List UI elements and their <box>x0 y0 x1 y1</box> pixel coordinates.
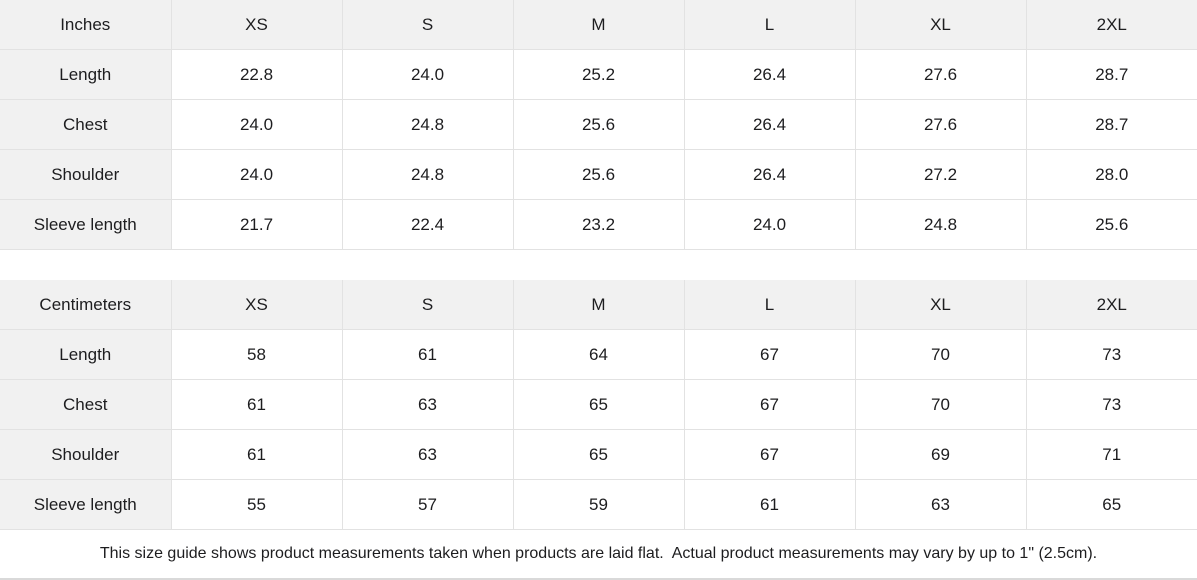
value-chest-s: 63 <box>341 379 514 430</box>
value-chest-xs: 61 <box>170 379 343 430</box>
value-shoulder-s: 63 <box>341 429 514 480</box>
value-shoulder-s: 24.8 <box>341 149 514 200</box>
column-header-m: M <box>512 280 685 330</box>
value-sleeve-length-l: 24.0 <box>683 199 856 250</box>
column-header-xs: XS <box>170 0 343 50</box>
size-table-inches: Inches XS S M L XL 2XL Length 22.8 24.0 25.2 26.4 27… <box>0 0 1197 250</box>
value-length-m: 64 <box>512 329 685 380</box>
value-length-2xl: 28.7 <box>1025 49 1197 100</box>
unit-header-centimeters: Centimeters <box>0 280 172 330</box>
size-guide-note: This size guide shows product measuremen… <box>0 530 1197 580</box>
value-sleeve-length-xs: 21.7 <box>170 199 343 250</box>
column-header-l: L <box>683 0 856 50</box>
value-shoulder-m: 25.6 <box>512 149 685 200</box>
value-sleeve-length-2xl: 65 <box>1025 479 1197 530</box>
unit-header-inches: Inches <box>0 0 172 50</box>
value-chest-s: 24.8 <box>341 99 514 150</box>
value-shoulder-2xl: 71 <box>1025 429 1197 480</box>
value-length-m: 25.2 <box>512 49 685 100</box>
value-chest-2xl: 73 <box>1025 379 1197 430</box>
header-row-centimeters: Centimeters XS S M L XL 2XL <box>0 280 1197 330</box>
value-length-xl: 70 <box>854 329 1027 380</box>
column-header-m: M <box>512 0 685 50</box>
value-chest-m: 25.6 <box>512 99 685 150</box>
column-header-xs: XS <box>170 280 343 330</box>
column-header-xl: XL <box>854 0 1027 50</box>
table-row-shoulder: Shoulder 61 63 65 67 69 71 <box>0 429 1197 480</box>
value-chest-l: 26.4 <box>683 99 856 150</box>
value-sleeve-length-s: 57 <box>341 479 514 530</box>
value-shoulder-2xl: 28.0 <box>1025 149 1197 200</box>
value-sleeve-length-2xl: 25.6 <box>1025 199 1197 250</box>
value-shoulder-xl: 27.2 <box>854 149 1027 200</box>
header-row-inches: Inches XS S M L XL 2XL <box>0 0 1197 50</box>
value-sleeve-length-m: 23.2 <box>512 199 685 250</box>
column-header-xl: XL <box>854 280 1027 330</box>
row-label-shoulder: Shoulder <box>0 149 172 200</box>
row-label-chest: Chest <box>0 379 172 430</box>
row-label-chest: Chest <box>0 99 172 150</box>
value-length-2xl: 73 <box>1025 329 1197 380</box>
row-label-sleeve-length: Sleeve length <box>0 199 172 250</box>
value-length-s: 61 <box>341 329 514 380</box>
column-header-s: S <box>341 280 514 330</box>
value-sleeve-length-xl: 63 <box>854 479 1027 530</box>
value-length-l: 26.4 <box>683 49 856 100</box>
value-chest-xl: 27.6 <box>854 99 1027 150</box>
table-row-length: Length 22.8 24.0 25.2 26.4 27.6 28.7 <box>0 49 1197 100</box>
row-label-sleeve-length: Sleeve length <box>0 479 172 530</box>
column-header-2xl: 2XL <box>1025 280 1197 330</box>
value-shoulder-xs: 61 <box>170 429 343 480</box>
value-shoulder-l: 26.4 <box>683 149 856 200</box>
value-sleeve-length-xs: 55 <box>170 479 343 530</box>
size-table-centimeters: Centimeters XS S M L XL 2XL Length 58 61 64 67 70 73 C… <box>0 280 1197 530</box>
row-label-shoulder: Shoulder <box>0 429 172 480</box>
value-chest-l: 67 <box>683 379 856 430</box>
value-chest-xs: 24.0 <box>170 99 343 150</box>
value-shoulder-xl: 69 <box>854 429 1027 480</box>
value-length-xs: 58 <box>170 329 343 380</box>
table-row-shoulder: Shoulder 24.0 24.8 25.6 26.4 27.2 28.0 <box>0 149 1197 200</box>
row-label-length: Length <box>0 49 172 100</box>
value-shoulder-xs: 24.0 <box>170 149 343 200</box>
value-chest-m: 65 <box>512 379 685 430</box>
value-length-l: 67 <box>683 329 856 380</box>
row-label-length: Length <box>0 329 172 380</box>
value-sleeve-length-m: 59 <box>512 479 685 530</box>
value-length-s: 24.0 <box>341 49 514 100</box>
table-row-length: Length 58 61 64 67 70 73 <box>0 329 1197 380</box>
table-row-sleeve-length: Sleeve length 55 57 59 61 63 65 <box>0 479 1197 530</box>
value-sleeve-length-s: 22.4 <box>341 199 514 250</box>
value-chest-2xl: 28.7 <box>1025 99 1197 150</box>
value-length-xl: 27.6 <box>854 49 1027 100</box>
table-row-chest: Chest 24.0 24.8 25.6 26.4 27.6 28.7 <box>0 99 1197 150</box>
column-header-2xl: 2XL <box>1025 0 1197 50</box>
value-sleeve-length-l: 61 <box>683 479 856 530</box>
value-chest-xl: 70 <box>854 379 1027 430</box>
table-row-chest: Chest 61 63 65 67 70 73 <box>0 379 1197 430</box>
value-shoulder-m: 65 <box>512 429 685 480</box>
column-header-s: S <box>341 0 514 50</box>
table-separator <box>0 250 1197 280</box>
value-length-xs: 22.8 <box>170 49 343 100</box>
table-row-sleeve-length: Sleeve length 21.7 22.4 23.2 24.0 24.8 25.6 <box>0 199 1197 250</box>
value-sleeve-length-xl: 24.8 <box>854 199 1027 250</box>
value-shoulder-l: 67 <box>683 429 856 480</box>
column-header-l: L <box>683 280 856 330</box>
